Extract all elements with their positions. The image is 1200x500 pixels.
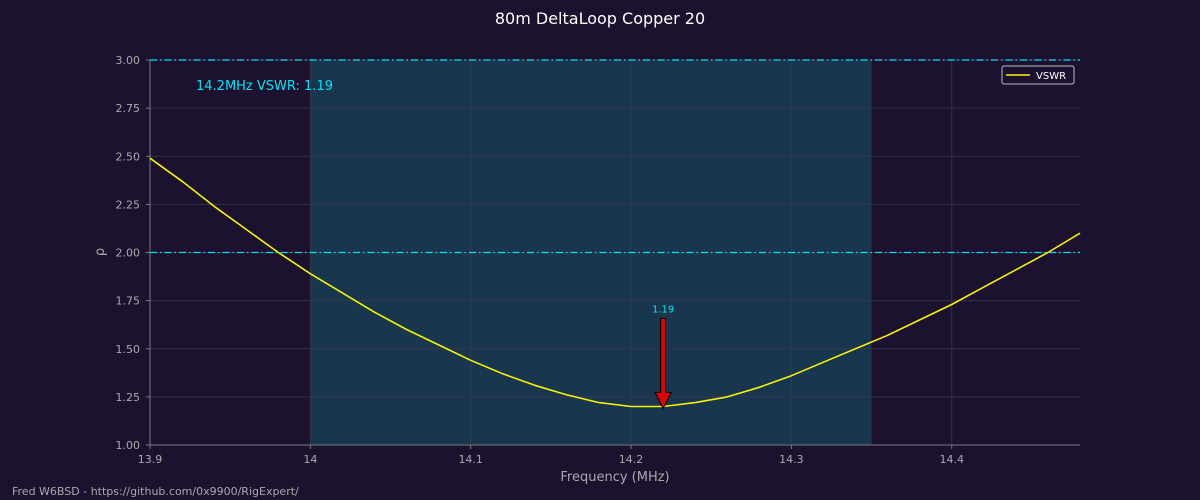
x-tick-label: 14.4 [939, 453, 964, 466]
x-tick-label: 14.3 [779, 453, 804, 466]
y-axis-label: ρ [93, 248, 108, 256]
y-tick-label: 1.25 [116, 391, 141, 404]
footer-credit: Fred W6BSD - https://github.com/0x9900/R… [12, 485, 299, 498]
y-tick-label: 2.50 [116, 150, 141, 163]
legend-box [1001, 65, 1075, 85]
y-tick-label: 3.00 [116, 54, 141, 67]
series-line-vswr [149, 157, 1081, 408]
marker-label: 1.19 [652, 304, 674, 315]
chart-title: 80m DeltaLoop Copper 20 [495, 9, 705, 28]
x-tick-label: 14.2 [619, 453, 644, 466]
x-tick-label: 14.1 [458, 453, 483, 466]
y-tick-label: 2.25 [116, 198, 141, 211]
y-tick-label: 1.50 [116, 343, 141, 356]
x-tick-label: 14 [303, 453, 317, 466]
annotation-text: 14.2MHz VSWR: 1.19 [196, 79, 333, 94]
y-tick-label: 1.00 [116, 439, 141, 452]
y-tick-label: 2.75 [116, 102, 141, 115]
x-tick-label: 13.9 [138, 453, 163, 466]
legend-label: VSWR [1036, 71, 1066, 82]
x-axis-label: Frequency (MHz) [560, 470, 669, 485]
marker-arrow [654, 317, 672, 410]
y-tick-label: 2.00 [116, 247, 141, 260]
y-tick-label: 1.75 [116, 295, 141, 308]
